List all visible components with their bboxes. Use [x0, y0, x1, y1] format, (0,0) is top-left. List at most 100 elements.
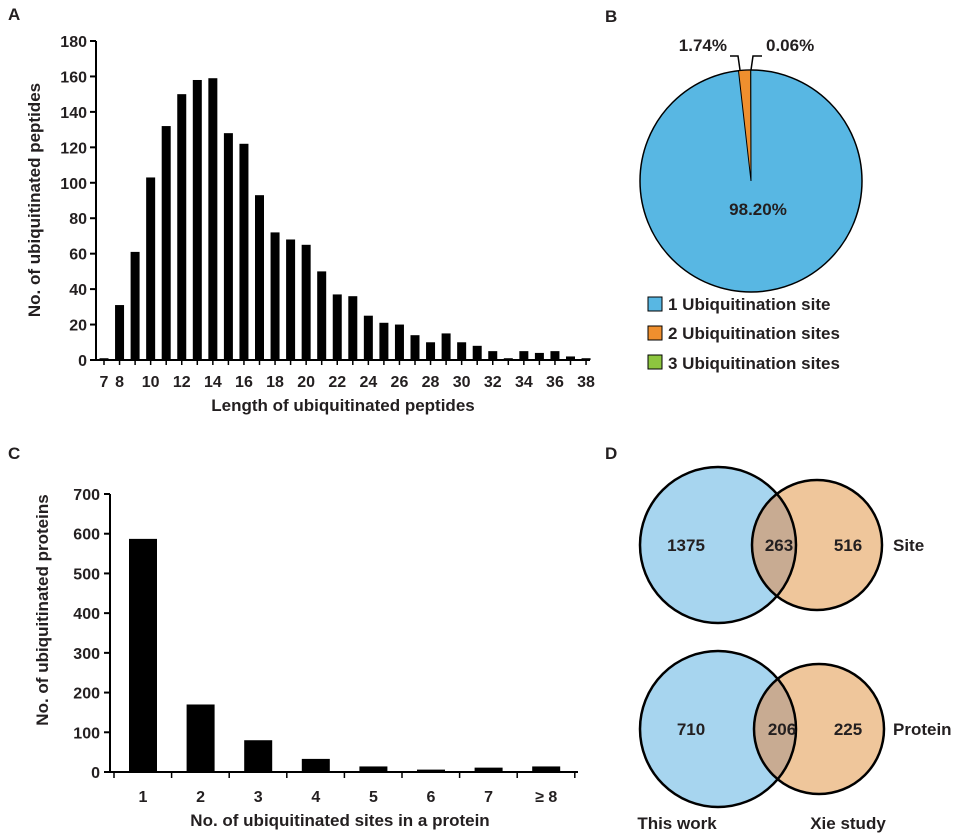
chart-a: 0 20 40 60 80 100 120 140 160 180 7 8 10 12 14 16 18 20 2…	[25, 34, 595, 415]
chart-a-x-tick-label: 26	[391, 374, 409, 391]
venn-site-label: Site	[893, 536, 924, 555]
leader-line-2-sites	[730, 55, 741, 71]
chart-a-bar	[410, 335, 420, 360]
venn-protein-left-count: 710	[677, 720, 705, 739]
chart-a-y-tick-label: 160	[60, 69, 87, 86]
chart-c-bar	[129, 538, 157, 772]
chart-a-x-tick-label: 28	[422, 374, 440, 391]
chart-a-x-tick-label: 12	[173, 374, 191, 391]
chart-a-x-tick-label: 14	[204, 374, 222, 391]
chart-a-bar	[301, 244, 311, 360]
venn-protein-label: Protein	[893, 720, 952, 739]
chart-c-y-tick-label: 200	[73, 686, 100, 703]
chart-a-bar	[472, 345, 482, 360]
chart-a-bar	[534, 352, 544, 360]
chart-a-bar	[192, 79, 202, 360]
chart-a-bar	[177, 94, 187, 361]
chart-c-y-tick-label: 700	[73, 487, 100, 504]
chart-a-bar	[566, 356, 575, 360]
chart-c-y-tick-label: 100	[73, 725, 100, 742]
chart-c-x-tick-label: 4	[311, 789, 320, 806]
chart-a-bar	[208, 78, 218, 360]
chart-a-bar	[488, 351, 498, 360]
pie-label-1-site: 98.20%	[729, 200, 787, 219]
chart-a-bar	[503, 358, 513, 360]
chart-c: 0 100 200 300 400 500 600 700 1 2 3 4 5 6 7 ≥ 8 No. of…	[33, 487, 578, 830]
legend-swatch-2-sites	[647, 325, 663, 341]
chart-c-y-tick-label: 300	[73, 646, 100, 663]
chart-a-bar	[519, 351, 529, 360]
chart-a-bar	[379, 322, 389, 360]
pie-label-2-sites: 1.74%	[679, 36, 727, 55]
leader-line-3-sites	[750, 55, 762, 71]
chart-a-bar	[348, 296, 358, 360]
chart-a-bar	[363, 315, 373, 360]
venn-site-overlap-count: 263	[765, 536, 793, 555]
venn-protein-left-set	[640, 651, 796, 807]
chart-a-x-tick-label: 18	[266, 374, 284, 391]
chart-a-x-tick-label: 34	[515, 374, 533, 391]
venn-protein-overlap	[754, 664, 796, 794]
chart-a-x-tick-label: 24	[359, 374, 377, 391]
chart-a-x-tick-label: 10	[142, 374, 160, 391]
chart-a-x-tick-label: 7	[100, 374, 109, 391]
chart-c-bar	[474, 767, 503, 772]
chart-a-bar	[441, 333, 451, 360]
chart-a-bar	[550, 351, 560, 360]
legend-swatch-1-site	[647, 296, 663, 312]
chart-a-y-tick-label: 140	[60, 105, 87, 122]
venn-site-left-count: 1375	[667, 536, 705, 555]
chart-a-bar	[426, 342, 436, 360]
chart-a-y-tick-label: 40	[69, 282, 87, 299]
chart-a-bar	[239, 143, 249, 360]
chart-a-bar	[255, 195, 264, 360]
chart-a-y-tick-label: 100	[60, 176, 87, 193]
venn-site-right-outline	[750, 478, 884, 612]
chart-a-bar	[146, 177, 156, 360]
chart-c-x-tick-label: 1	[139, 789, 148, 806]
chart-a-y-tick-label: 20	[69, 318, 87, 335]
chart-c-x-tick-label: 3	[254, 789, 263, 806]
venn-protein-left-outline	[638, 649, 798, 809]
venn-site-overlap	[752, 480, 796, 610]
chart-a-x-tick-label: 16	[235, 374, 253, 391]
chart-c-bar	[417, 769, 445, 772]
venn-site-right-count: 516	[834, 536, 862, 555]
chart-a-bar	[317, 271, 327, 360]
chart-a-x-title: Length of ubiquitinated peptides	[211, 396, 474, 415]
chart-b: 1.74% 0.06% 98.20% 1 Ubiquitination site…	[639, 36, 863, 373]
venn-protein: 710 206 225 Protein	[638, 649, 952, 809]
venn-site-left-outline	[638, 465, 798, 625]
legend-swatch-3-sites	[647, 354, 663, 370]
chart-c-bar	[244, 740, 273, 772]
legend-label-3-sites: 3 Ubiquitination sites	[668, 354, 840, 373]
chart-c-x-title: No. of ubiquitinated sites in a protein	[190, 811, 489, 830]
chart-c-x-tick-label: 5	[369, 789, 378, 806]
chart-c-y-tick-label: 500	[73, 566, 100, 583]
chart-a-x-tick-label: 8	[115, 374, 124, 391]
chart-a-x-tick-label: 22	[328, 374, 346, 391]
chart-c-x-tick-label: 2	[196, 789, 205, 806]
legend-label-1-site: 1 Ubiquitination site	[668, 295, 830, 314]
venn-protein-right-count: 225	[834, 720, 862, 739]
chart-a-y-tick-label: 60	[69, 247, 87, 264]
chart-a-y-tick-label: 0	[78, 353, 87, 370]
chart-a-y-tick-label: 80	[69, 211, 87, 228]
chart-a-x-tick-label: 32	[484, 374, 502, 391]
venn-site: 1375 263 516 Site	[638, 465, 924, 625]
chart-c-x-tick-label: 6	[427, 789, 436, 806]
chart-a-x-tick-label: 20	[297, 374, 315, 391]
chart-a-bar	[99, 358, 109, 360]
chart-a-x-tick-label: 36	[546, 374, 564, 391]
venn-set-label-this-work: This work	[637, 814, 717, 833]
chart-a-y-title: No. of ubiquitinated peptides	[25, 83, 44, 317]
pie-label-3-sites: 0.06%	[766, 36, 814, 55]
panel-letter-c: C	[8, 444, 20, 463]
chart-a-bar	[161, 126, 171, 360]
panel-letter-a: A	[8, 5, 20, 24]
chart-a-bar	[223, 133, 233, 360]
chart-a-y-tick-label: 120	[60, 140, 87, 157]
chart-c-y-tick-label: 400	[73, 606, 100, 623]
chart-a-bar	[457, 342, 467, 360]
